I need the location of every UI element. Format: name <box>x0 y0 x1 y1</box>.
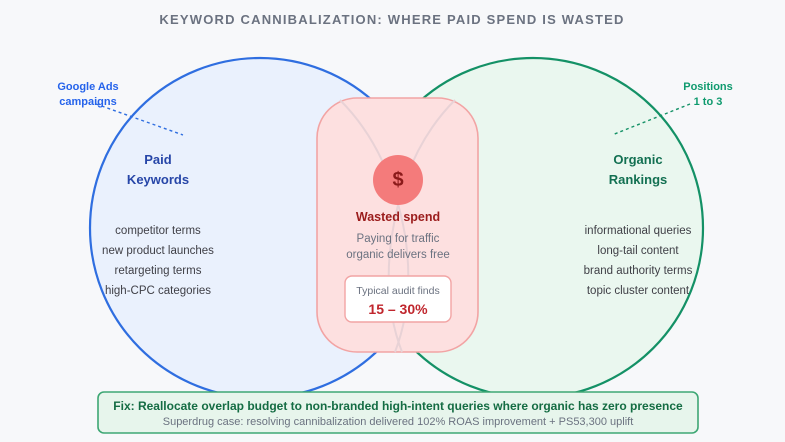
diagram-title: KEYWORD CANNIBALIZATION: WHERE PAID SPEN… <box>159 12 625 27</box>
google-ads-callout: Google Ads campaigns <box>57 80 118 110</box>
list-item: competitor terms <box>115 225 201 237</box>
paid-keywords-list: competitor terms new product launches re… <box>102 221 214 301</box>
callout-right-line: 1 to 3 <box>693 96 723 108</box>
wasted-spend-description: Paying for traffic organic delivers free <box>346 231 450 263</box>
dollar-icon: $ <box>392 169 404 191</box>
list-item: brand authority terms <box>583 265 693 277</box>
callout-right-leader <box>611 103 691 136</box>
list-item: topic cluster content <box>586 285 690 297</box>
callout-left-line: Google Ads <box>57 81 119 93</box>
list-item: informational queries <box>584 225 692 237</box>
list-item: long-tail content <box>597 245 679 257</box>
paid-heading-line: Paid <box>144 152 172 167</box>
wasted-spend-label: Wasted spend <box>355 210 441 224</box>
positions-callout: Positions 1 to 3 <box>683 80 733 110</box>
description-line: Paying for traffic <box>356 233 440 245</box>
case-study-note: Superdrug case: resolving cannibalizatio… <box>162 416 634 428</box>
audit-box <box>344 275 452 323</box>
footer-box <box>97 391 699 434</box>
callout-right-line: Positions <box>683 81 733 93</box>
organic-rankings-list: informational queries long-tail content … <box>584 221 693 301</box>
audit-value: 15 – 30% <box>368 301 428 317</box>
paid-heading-line: Keywords <box>126 172 190 187</box>
callout-left-line: campaigns <box>59 96 117 108</box>
dollar-badge <box>373 155 423 205</box>
description-line: organic delivers free <box>346 249 450 261</box>
list-item: new product launches <box>102 245 214 257</box>
list-item: retargeting terms <box>114 265 202 277</box>
audit-label: Typical audit finds <box>356 285 440 297</box>
fix-recommendation: Fix: Reallocate overlap budget to non-br… <box>113 399 683 413</box>
paid-keywords-heading: Paid Keywords <box>127 150 189 190</box>
list-item: high-CPC categories <box>104 285 212 297</box>
organic-rankings-heading: Organic Rankings <box>609 150 668 190</box>
organic-heading-line: Rankings <box>608 172 668 187</box>
organic-heading-line: Organic <box>613 152 663 167</box>
